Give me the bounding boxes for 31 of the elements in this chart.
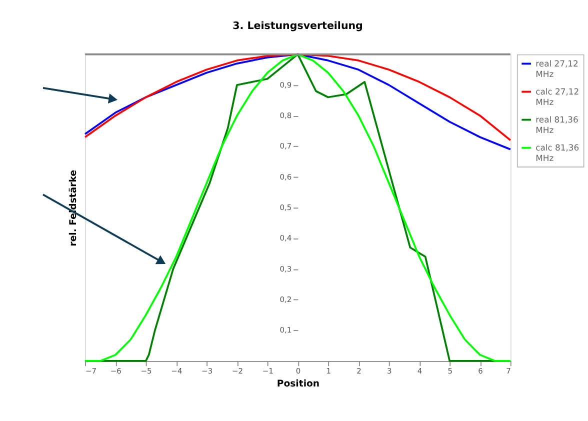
x-tick-label: 5 bbox=[448, 366, 453, 376]
x-tick-label: 1 bbox=[326, 366, 332, 376]
legend-label: real 27,12 MHz bbox=[536, 58, 578, 79]
y-tick-label: 0,2 bbox=[280, 294, 292, 304]
chart-title: 3. Leistungsverteilung bbox=[232, 20, 363, 32]
y-tick-label: 0,5 bbox=[280, 202, 292, 212]
y-axis-title: rel. Feldstärke bbox=[68, 170, 80, 246]
x-tick-label: −4 bbox=[171, 366, 182, 376]
x-tick-label: −7 bbox=[86, 366, 97, 376]
x-axis-title: Position bbox=[276, 378, 320, 390]
legend-label: real 81,36 MHz bbox=[536, 114, 578, 135]
y-tick-label: 0,6 bbox=[280, 172, 292, 182]
y-tick-label: 0,9 bbox=[280, 80, 292, 90]
x-tick-label: 2 bbox=[356, 366, 362, 376]
y-tick-label: 0,3 bbox=[280, 264, 292, 274]
x-tick-label: 0 bbox=[296, 366, 301, 376]
legend-label: calc 27,12 MHz bbox=[536, 86, 580, 107]
y-tick-label: 0,8 bbox=[280, 110, 292, 120]
y-tick-label: 0,4 bbox=[280, 234, 292, 243]
x-tick-label: −1 bbox=[262, 366, 274, 376]
legend-label: calc 81,36 MHz bbox=[536, 142, 580, 163]
x-tick-label: −2 bbox=[232, 366, 243, 376]
x-tick-label: −3 bbox=[202, 366, 213, 376]
x-tick-label: 6 bbox=[478, 366, 484, 376]
x-tick-label: 4 bbox=[417, 366, 422, 376]
x-tick-label: −5 bbox=[140, 366, 152, 376]
y-tick-label: 0,1 bbox=[280, 326, 292, 335]
x-tick-label: −6 bbox=[110, 366, 122, 376]
x-tick-label: 7 bbox=[506, 366, 512, 376]
y-tick-label: 0,7 bbox=[280, 142, 292, 151]
x-tick-label: 3 bbox=[386, 366, 392, 376]
